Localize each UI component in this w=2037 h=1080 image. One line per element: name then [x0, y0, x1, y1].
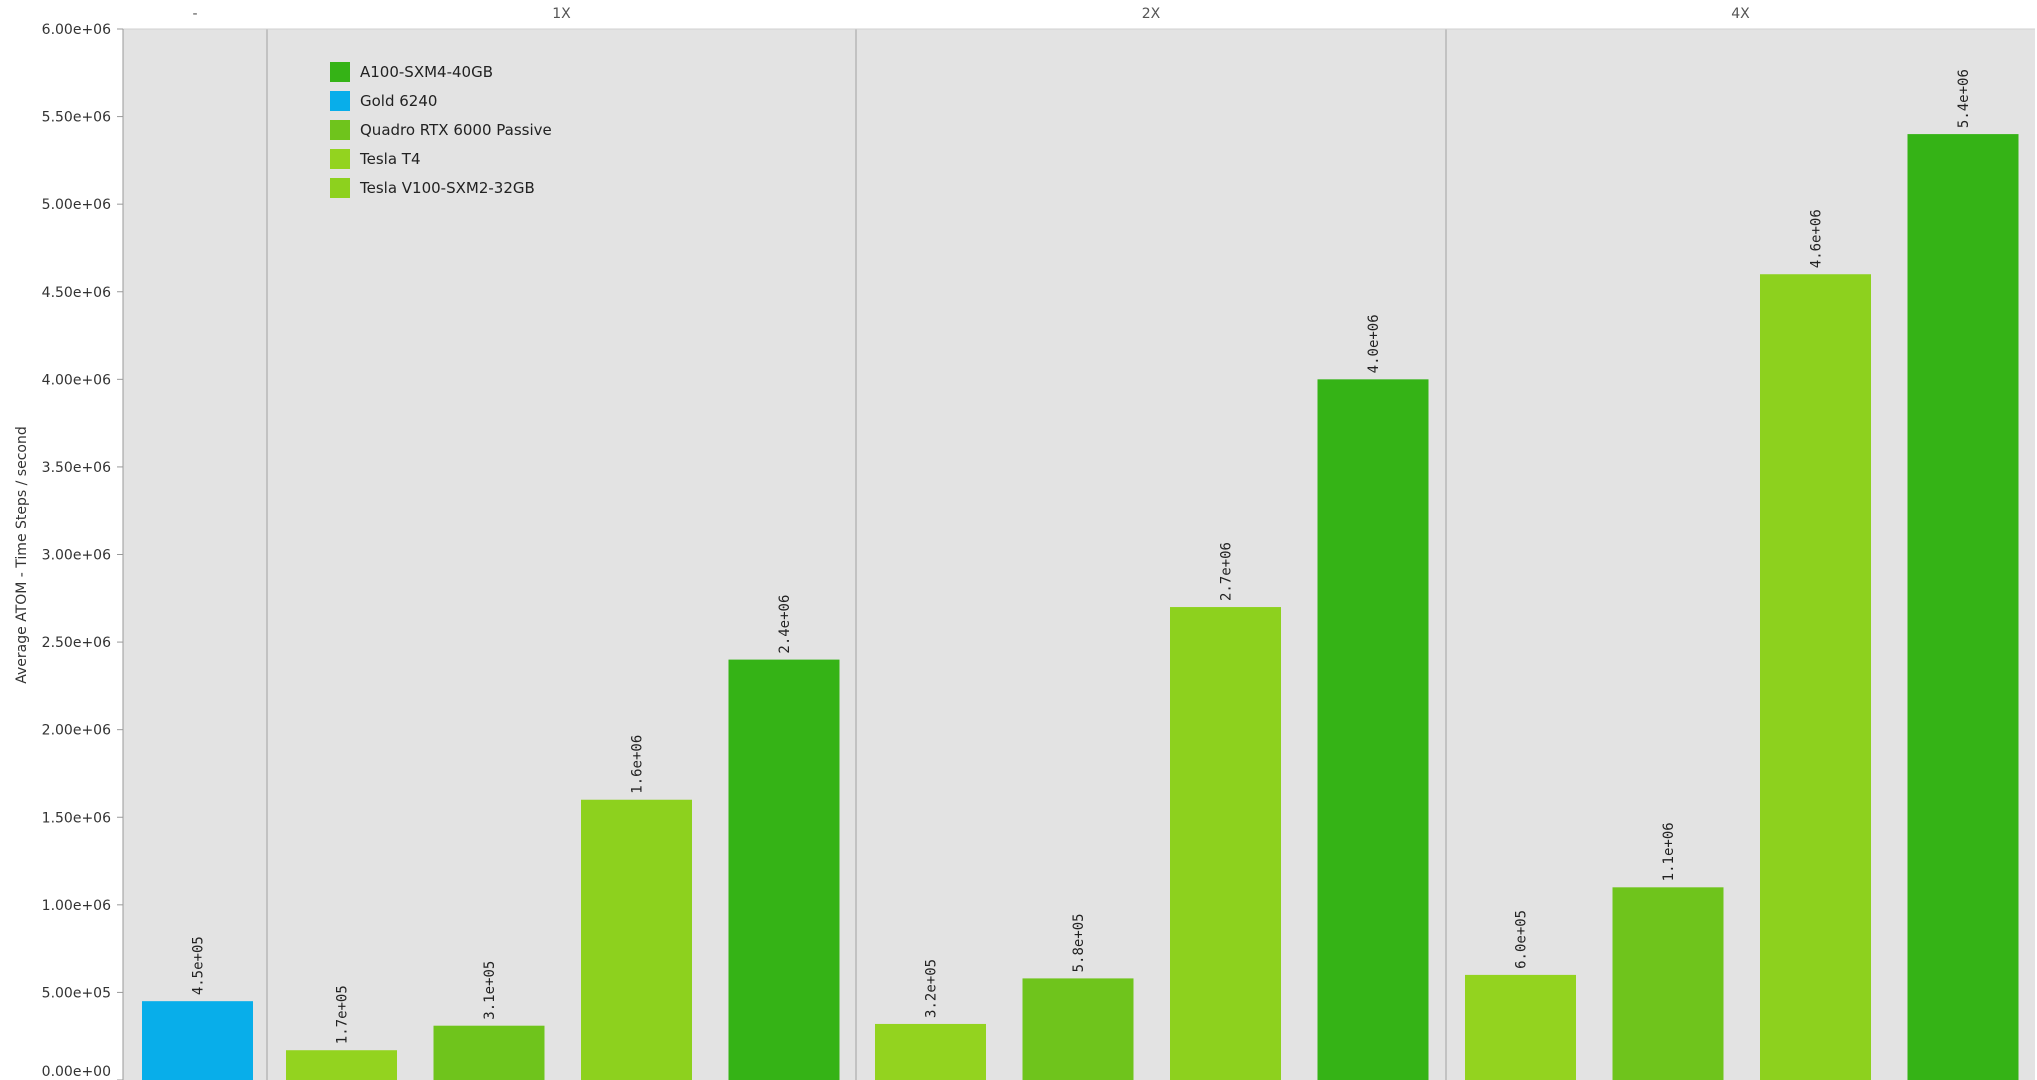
bar — [1170, 607, 1281, 1080]
bar — [1907, 134, 2019, 1080]
y-tick-label: 2.00e+06 — [42, 723, 111, 739]
y-tick-label: 1.50e+06 — [42, 810, 111, 826]
bar-value-label: 1.6e+06 — [630, 735, 646, 794]
y-tick-label: 0.00e+00 — [42, 1064, 111, 1080]
bar — [581, 799, 692, 1080]
bar-value-label: 3.2e+05 — [924, 959, 940, 1018]
legend-swatch — [330, 178, 350, 198]
panel-label: 2X — [1142, 6, 1161, 22]
bar-value-label: 3.1e+05 — [482, 961, 498, 1020]
legend-label: Gold 6240 — [360, 92, 437, 110]
bar-value-label: 5.8e+05 — [1071, 913, 1087, 972]
legend-swatch — [330, 62, 350, 82]
bars-layer: 4.5e+05 1.7e+05 3.1e+05 1.6e+06 2.4e+06 3.2e+… — [142, 69, 2019, 1080]
bar — [142, 1001, 253, 1080]
y-tick-label: 6.00e+06 — [42, 22, 111, 38]
bar-value-label: 2.7e+06 — [1219, 542, 1235, 601]
bar-value-label: 5.4e+06 — [1956, 69, 1972, 128]
panel-label: 4X — [1731, 6, 1750, 22]
bar-value-label: 6.0e+05 — [1514, 910, 1530, 969]
y-tick-label: 3.50e+06 — [42, 460, 111, 476]
bar-value-label: 4.0e+06 — [1366, 314, 1382, 373]
bar — [1022, 978, 1134, 1080]
y-tick-label: 2.50e+06 — [42, 635, 111, 651]
panels-layer: - 1X 2X 4X — [123, 6, 2035, 1080]
bar-value-label: 4.5e+05 — [191, 936, 207, 995]
legend-swatch — [330, 91, 350, 111]
bar — [286, 1050, 397, 1080]
bar — [1612, 887, 1724, 1080]
bar — [1760, 274, 1871, 1080]
legend: A100-SXM4-40GB Gold 6240 Quadro RTX 6000 P… — [330, 62, 552, 198]
bar — [875, 1023, 986, 1080]
y-tick-label: 4.00e+06 — [42, 372, 111, 388]
legend-label: Tesla V100-SXM2-32GB — [359, 179, 535, 197]
bar — [433, 1025, 545, 1080]
panel-label: 1X — [552, 6, 571, 22]
bar — [728, 659, 840, 1080]
bar — [1317, 379, 1429, 1080]
panel-label: - — [192, 6, 197, 22]
y-axis: 0.00e+00 5.00e+05 1.00e+06 1.50e+06 2.00e+06… — [42, 22, 124, 1080]
legend-swatch — [330, 120, 350, 140]
y-tick-label: 5.50e+06 — [42, 110, 111, 126]
panel-background — [123, 29, 267, 1080]
y-axis-title: Average ATOM - Time Steps / second — [14, 426, 30, 683]
legend-label: Tesla T4 — [359, 150, 421, 168]
y-tick-label: 3.00e+06 — [42, 548, 111, 564]
bar — [1465, 974, 1576, 1080]
bar-value-label: 1.7e+05 — [335, 985, 351, 1044]
legend-label: A100-SXM4-40GB — [360, 63, 493, 81]
legend-label: Quadro RTX 6000 Passive — [360, 121, 552, 139]
y-tick-label: 4.50e+06 — [42, 285, 111, 301]
legend-swatch — [330, 149, 350, 169]
y-tick-label: 1.00e+06 — [42, 898, 111, 914]
bar-value-label: 4.6e+06 — [1809, 209, 1825, 268]
bar-value-label: 2.4e+06 — [777, 595, 793, 654]
y-tick-label: 5.00e+06 — [42, 197, 111, 213]
y-tick-label: 5.00e+05 — [42, 985, 111, 1001]
bar-value-label: 1.1e+06 — [1661, 822, 1677, 881]
